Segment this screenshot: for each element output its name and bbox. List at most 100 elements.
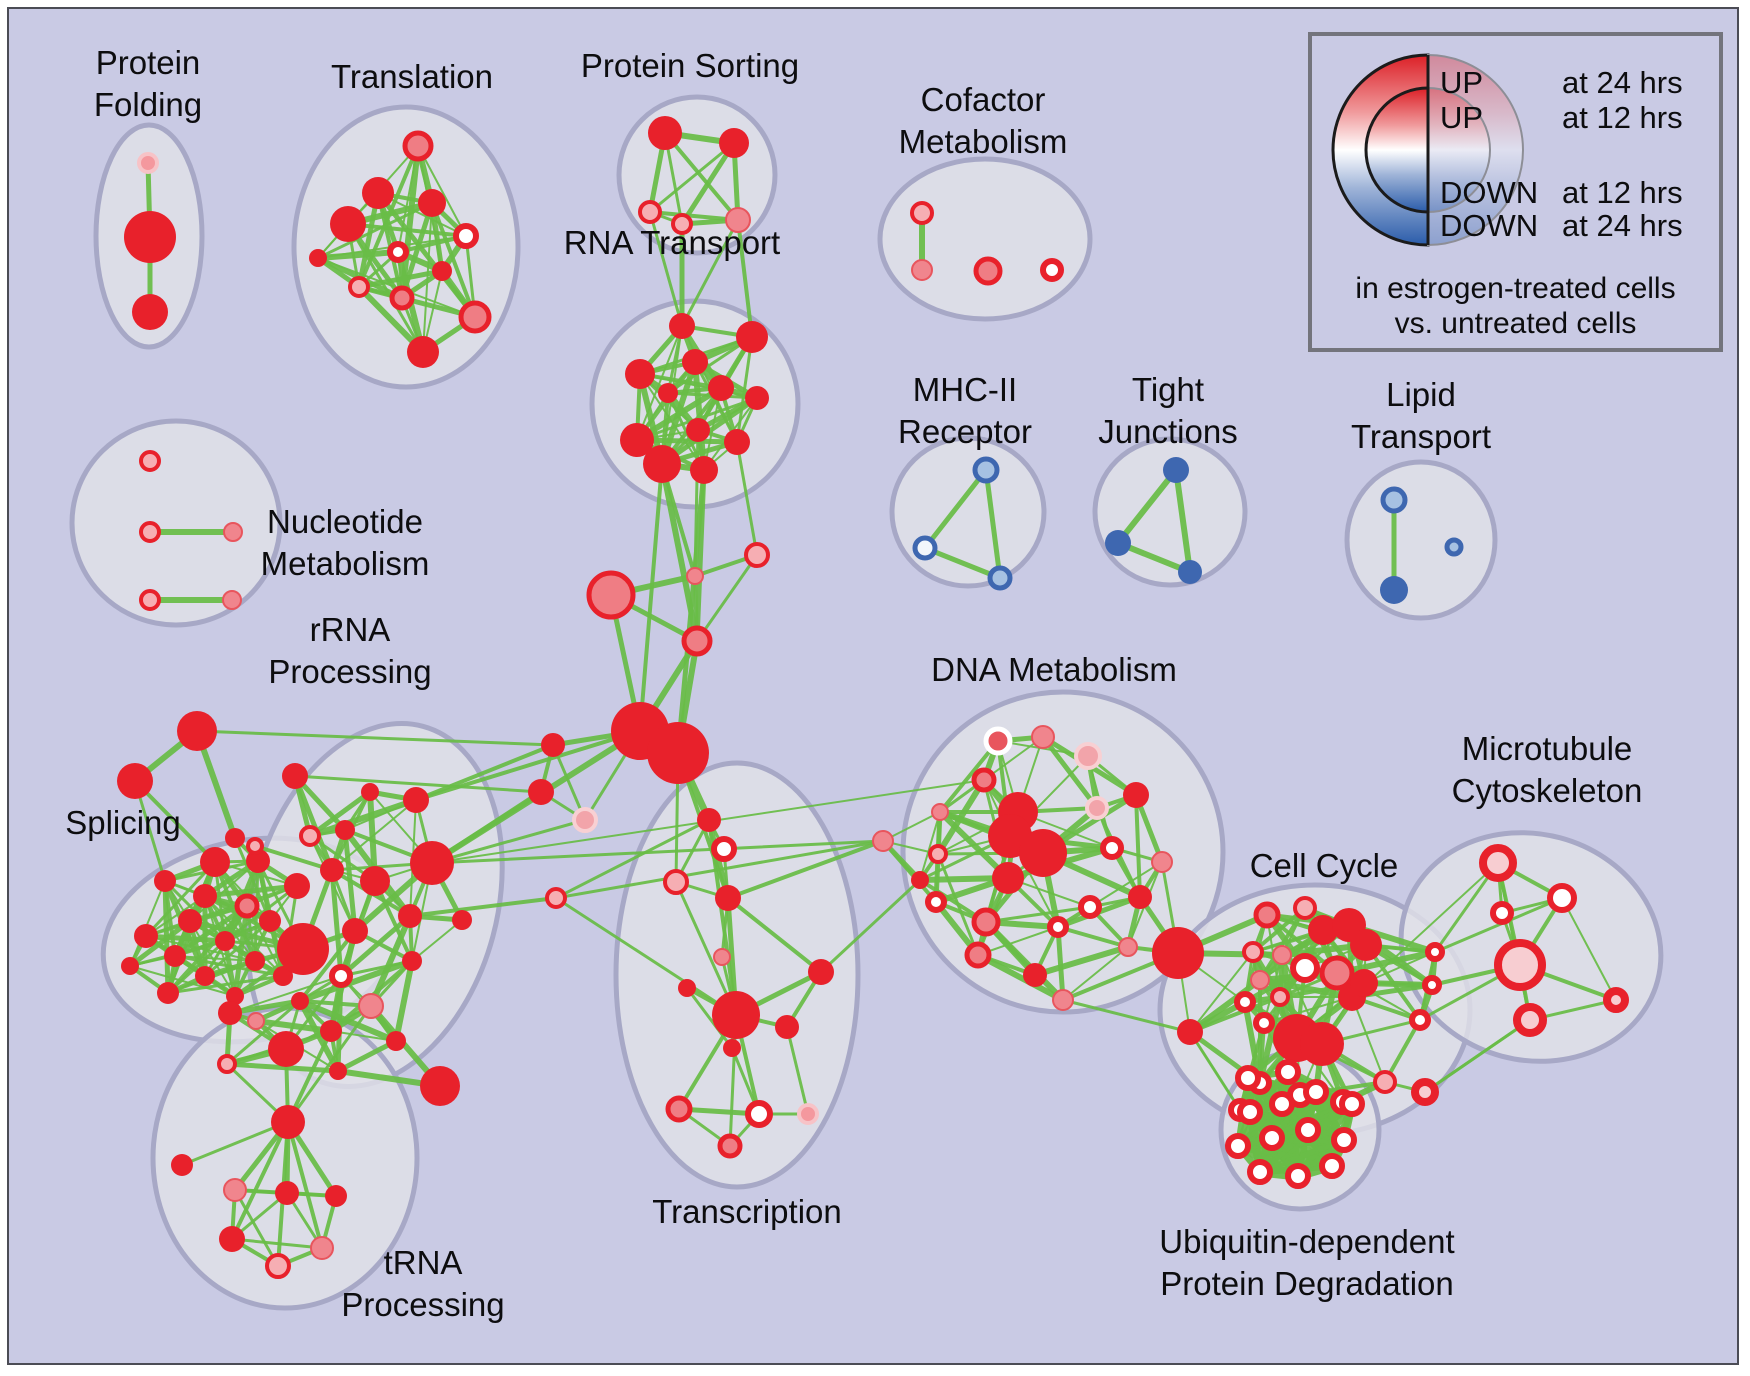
node-ubiquitin-degradation[interactable] — [1331, 1127, 1357, 1153]
node-trna-processing[interactable] — [265, 1253, 291, 1279]
node-trna-processing[interactable] — [171, 1154, 193, 1176]
node-dna-metabolism[interactable] — [971, 907, 1001, 937]
node-rna-transport[interactable] — [643, 445, 681, 483]
node-cell-cycle[interactable] — [1422, 975, 1442, 995]
node-protein-sorting[interactable] — [638, 200, 662, 224]
node-translation[interactable] — [389, 285, 415, 311]
node-translation[interactable] — [432, 261, 452, 281]
node-nucleotide-metabolism[interactable] — [139, 589, 161, 611]
node-cell-cycle[interactable] — [1350, 929, 1382, 961]
node-rrna-processing[interactable] — [398, 904, 422, 928]
node-cell-cycle[interactable] — [1253, 901, 1281, 929]
node-microtubule-cytoskeleton[interactable] — [1547, 883, 1577, 913]
node-ubiquitin-degradation[interactable] — [1285, 1163, 1311, 1189]
node-splicing[interactable] — [195, 966, 215, 986]
node-cell-cycle[interactable] — [1319, 955, 1355, 991]
node-rna-transport[interactable] — [620, 423, 654, 457]
node-cell-cycle[interactable] — [1409, 1009, 1431, 1031]
node-translation[interactable] — [387, 241, 409, 263]
node-transcription[interactable] — [713, 948, 731, 966]
node-splicing[interactable] — [154, 870, 176, 892]
node-splicing[interactable] — [226, 987, 244, 1005]
node-microtubule-cytoskeleton[interactable] — [1494, 939, 1546, 991]
node-rna-transport[interactable] — [682, 349, 708, 375]
node-trna-processing[interactable] — [310, 1236, 334, 1260]
node-rrna-processing[interactable] — [291, 992, 309, 1010]
node-splicing-triangle[interactable] — [177, 711, 217, 751]
node-transcription[interactable] — [678, 979, 696, 997]
node-rrna-processing[interactable] — [420, 1066, 460, 1106]
node-transcription[interactable] — [712, 991, 760, 1039]
node-rrna-processing[interactable] — [335, 820, 355, 840]
node-translation[interactable] — [309, 249, 327, 267]
node-splicing[interactable] — [134, 924, 158, 948]
node-tight-junctions[interactable] — [1105, 530, 1131, 556]
node-tight-junctions[interactable] — [1163, 457, 1189, 483]
node-dna-metabolism[interactable] — [1074, 742, 1102, 770]
node-translation[interactable] — [418, 189, 446, 217]
node-cofactor-metabolism[interactable] — [1040, 258, 1064, 282]
node-transcription[interactable] — [663, 869, 689, 895]
node-hub-chain[interactable] — [541, 733, 565, 757]
node-lipid-transport[interactable] — [1444, 537, 1464, 557]
node-rrna-processing[interactable] — [320, 858, 344, 882]
node-ubiquitin-degradation[interactable] — [1247, 1159, 1273, 1185]
node-rna-transport[interactable] — [736, 321, 768, 353]
node-splicing-triangle[interactable] — [117, 763, 153, 799]
node-splicing[interactable] — [164, 945, 186, 967]
node-hub-chain[interactable] — [681, 625, 713, 657]
node-cell-cycle[interactable] — [1270, 987, 1290, 1007]
node-protein-folding[interactable] — [137, 152, 159, 174]
node-splicing[interactable] — [193, 884, 217, 908]
node-ubiquitin-degradation[interactable] — [1225, 1133, 1251, 1159]
node-nucleotide-metabolism[interactable] — [223, 522, 243, 542]
node-ubiquitin-degradation[interactable] — [1295, 1117, 1321, 1143]
node-splicing[interactable] — [246, 849, 270, 873]
node-protein-folding[interactable] — [124, 211, 176, 263]
node-splicing[interactable] — [284, 873, 310, 899]
node-ubiquitin-degradation[interactable] — [1275, 1059, 1301, 1085]
node-splicing-triangle[interactable] — [225, 828, 245, 848]
node-dna-metabolism[interactable] — [992, 862, 1024, 894]
node-rna-transport[interactable] — [708, 375, 734, 401]
node-transcription[interactable] — [665, 1095, 693, 1123]
node-rna-transport[interactable] — [724, 429, 750, 455]
node-transcription[interactable] — [717, 1133, 743, 1159]
node-rna-transport[interactable] — [686, 418, 710, 442]
node-rna-transport[interactable] — [745, 386, 769, 410]
node-cell-cycle[interactable] — [1253, 1012, 1275, 1034]
node-splicing[interactable] — [121, 957, 139, 975]
node-dna-metabolism[interactable] — [931, 803, 949, 821]
node-protein-sorting[interactable] — [725, 207, 751, 233]
node-lipid-transport[interactable] — [1380, 486, 1408, 514]
node-dna-metabolism[interactable] — [1078, 895, 1102, 919]
node-microtubule-cytoskeleton[interactable] — [1490, 901, 1514, 925]
node-rrna-processing[interactable] — [342, 918, 368, 944]
node-rrna-processing[interactable] — [246, 837, 264, 855]
node-microtubule-cytoskeleton[interactable] — [1411, 1078, 1439, 1106]
node-transcription[interactable] — [545, 887, 567, 909]
node-cell-cycle[interactable] — [1242, 941, 1264, 963]
node-microtubule-cytoskeleton[interactable] — [1603, 987, 1629, 1013]
node-dna-metabolism[interactable] — [1128, 885, 1152, 909]
node-splicing[interactable] — [259, 910, 281, 932]
node-mhc2-receptor[interactable] — [972, 456, 1000, 484]
node-transcription[interactable] — [775, 1015, 799, 1039]
node-tight-junctions[interactable] — [1178, 560, 1202, 584]
node-hub-chain[interactable] — [647, 722, 709, 784]
node-rrna-processing[interactable] — [299, 825, 321, 847]
node-microtubule-cytoskeleton[interactable] — [1513, 1003, 1547, 1037]
node-rna-transport[interactable] — [658, 383, 678, 403]
node-trna-processing[interactable] — [219, 1226, 245, 1252]
node-trna-processing[interactable] — [275, 1181, 299, 1205]
node-dna-metabolism[interactable] — [1052, 989, 1074, 1011]
node-trna-processing[interactable] — [223, 1178, 247, 1202]
node-cell-cycle[interactable] — [1290, 953, 1320, 983]
node-dna-metabolism[interactable] — [971, 767, 997, 793]
node-rrna-processing[interactable] — [218, 1001, 242, 1025]
node-dna-metabolism[interactable] — [925, 891, 947, 913]
node-ubiquitin-degradation[interactable] — [1269, 1091, 1295, 1117]
node-cell-cycle[interactable] — [1152, 927, 1204, 979]
node-translation[interactable] — [348, 276, 370, 298]
node-cofactor-metabolism[interactable] — [973, 256, 1003, 286]
